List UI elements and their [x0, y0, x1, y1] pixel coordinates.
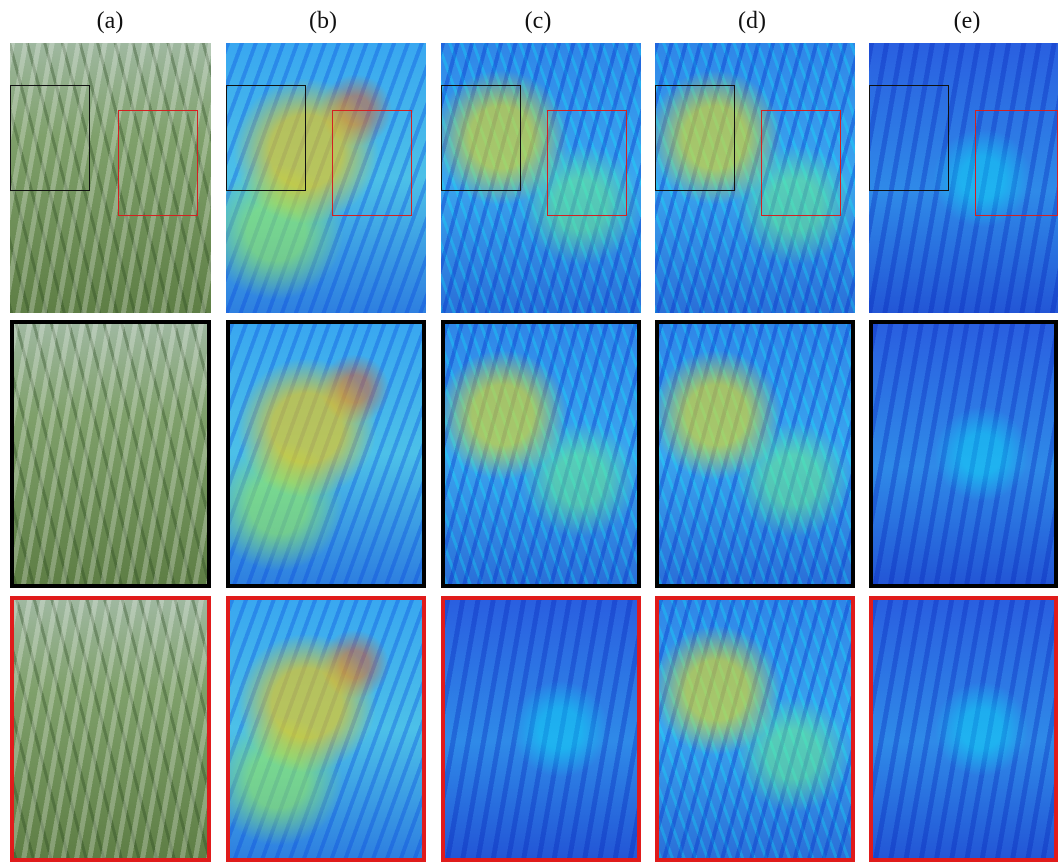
black-box-marker [869, 85, 949, 191]
heatmap-b-full [226, 43, 426, 313]
red-box-marker [761, 110, 841, 216]
column-label-d: (d) [738, 8, 766, 34]
heatmap-e-full [869, 43, 1058, 313]
heatmap-d-black-zoom [655, 320, 855, 588]
heatmap-e-red-zoom [869, 596, 1058, 862]
black-box-marker [655, 85, 735, 191]
column-label-c: (c) [524, 8, 552, 34]
column-label-b: (b) [309, 8, 337, 34]
red-box-marker [975, 110, 1058, 216]
heatmap-c-full [441, 43, 641, 313]
black-box-marker [441, 85, 521, 191]
heatmap-b-red-zoom [226, 596, 426, 862]
heatmap-c-red-zoom [441, 596, 641, 862]
image-a-red-zoom [10, 596, 211, 862]
image-a-full [10, 43, 211, 313]
heatmap-b-black-zoom [226, 320, 426, 588]
heatmap-d-red-zoom [655, 596, 855, 862]
heatmap-d-full [655, 43, 855, 313]
column-label-a: (a) [96, 8, 124, 34]
image-a-black-zoom [10, 320, 211, 588]
black-box-marker [226, 85, 306, 191]
red-box-marker [547, 110, 627, 216]
heatmap-c-black-zoom [441, 320, 641, 588]
column-label-e: (e) [953, 8, 981, 34]
red-box-marker [118, 110, 198, 216]
red-box-marker [332, 110, 412, 216]
black-box-marker [10, 85, 90, 191]
heatmap-e-black-zoom [869, 320, 1058, 588]
